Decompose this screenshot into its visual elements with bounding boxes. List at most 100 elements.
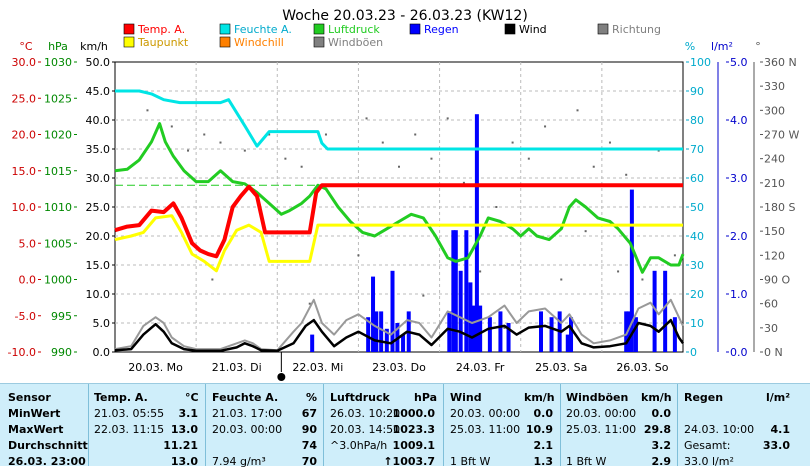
- direction-dot: [584, 230, 587, 233]
- header-sensor: Sensor: [8, 391, 51, 404]
- pressure-value: 1009.1: [392, 439, 435, 452]
- rain-bar: [565, 334, 570, 352]
- y-tick-direction: 0 N: [764, 346, 783, 359]
- weather-chart: Woche 20.03.23 - 26.03.23 (KW12) 20.03. M…: [8, 8, 799, 381]
- direction-dot: [657, 149, 660, 152]
- y-tick-temp: -5.0: [15, 310, 36, 323]
- rain-bar: [539, 311, 543, 352]
- y-tick-wind: 30.0: [86, 172, 111, 185]
- y-tick-rain: 0.0: [730, 346, 748, 359]
- y-tick-temp: 15.0: [12, 165, 37, 178]
- y-tick-temp: 5.0: [19, 237, 37, 250]
- y-tick-direction: 330: [764, 80, 785, 93]
- wind-time: 20.03. 00:00: [450, 407, 521, 420]
- rain-bar: [468, 282, 473, 352]
- y-tick-temp: 30.0: [12, 56, 37, 69]
- legend-swatch: [123, 23, 135, 35]
- now-marker: [277, 373, 286, 381]
- direction-dot: [446, 117, 449, 120]
- wind-value: 2.1: [533, 439, 554, 452]
- legend-swatch: [313, 23, 325, 35]
- direction-dot: [422, 294, 425, 297]
- rain-bar: [624, 311, 629, 352]
- wind-time: 25.03. 11:00: [450, 423, 521, 436]
- y-tick-direction: 300: [764, 104, 785, 117]
- rain-bar: [374, 311, 379, 352]
- rain-bar: [458, 270, 463, 352]
- y-tick-direction: 240: [764, 153, 785, 166]
- direction-dot: [625, 173, 628, 176]
- col-divider: [88, 384, 89, 466]
- rain-time: 33.0 l/m²: [684, 455, 734, 468]
- direction-dot: [219, 141, 222, 144]
- y-tick-rain: 2.0: [730, 230, 748, 243]
- legend-label: Regen: [424, 23, 459, 36]
- header-pressure-unit: hPa: [414, 391, 438, 404]
- direction-dot: [146, 109, 149, 112]
- direction-dot: [592, 165, 595, 168]
- row-label: MinWert: [8, 407, 61, 420]
- pressure-time: 26.03. 10:20: [330, 407, 401, 420]
- humidity-time: 7.94 g/m³: [212, 455, 266, 468]
- y-tick-rain: 1.0: [730, 288, 748, 301]
- y-tick-pressure: 1000: [44, 274, 72, 287]
- y-tick-pressure: 990: [51, 346, 72, 359]
- legend-label: Richtung: [612, 23, 661, 36]
- temp-value: 13.0: [170, 423, 198, 436]
- direction-dot: [503, 326, 506, 329]
- legend-label: Windchill: [234, 36, 284, 49]
- direction-dot: [187, 149, 190, 152]
- y-tick-humidity: 70: [690, 143, 704, 156]
- row-label: MaxWert: [8, 423, 64, 436]
- y-tick-direction: 90 O: [764, 274, 790, 287]
- y-tick-rain: 4.0: [730, 114, 748, 127]
- direction-dot: [462, 181, 465, 184]
- x-tick-label: 21.03. Di: [212, 361, 262, 374]
- rain-bar: [629, 189, 634, 352]
- y-tick-direction: 30: [764, 322, 778, 335]
- chart-title: Woche 20.03.23 - 26.03.23 (KW12): [282, 8, 528, 24]
- header-temp-unit: °C: [185, 391, 199, 404]
- x-tick-label: 26.03. So: [616, 361, 668, 374]
- rain-bar: [663, 270, 668, 352]
- rain-bar: [401, 334, 406, 352]
- y-tick-direction: 360 N: [764, 56, 797, 69]
- header-pressure: Luftdruck: [330, 391, 390, 404]
- y-tick-wind: 10.0: [86, 288, 111, 301]
- pressure-value: 1000.0: [392, 407, 435, 420]
- rain-bar: [366, 317, 371, 352]
- series-line-taupunkt: [114, 214, 683, 273]
- rain-bar: [652, 270, 657, 352]
- summary-table: Sensor Temp. A. °C Feuchte A. % Luftdruc…: [0, 383, 810, 468]
- y-tick-humidity: 30: [690, 259, 704, 272]
- wind-value: 10.9: [525, 423, 553, 436]
- rain-bar: [549, 317, 554, 352]
- gust-time: 1 Bft W: [566, 455, 607, 468]
- legend-label: Wind: [519, 23, 547, 36]
- summary-row: Durchschnitt 11.21 74 ^3.0hPa/h 1009.1 2.1 3.2…: [0, 438, 810, 454]
- gust-value: 3.2: [651, 439, 672, 452]
- axis-unit-temp: °C: [19, 40, 33, 53]
- direction-dot: [576, 109, 579, 112]
- wind-time: 1 Bft W: [450, 455, 491, 468]
- gust-time: 25.03. 11:00: [566, 423, 637, 436]
- pressure-time: ^3.0hPa/h: [330, 439, 388, 452]
- series-line-luftdruck: [114, 122, 685, 274]
- y-tick-temp: 25.0: [12, 92, 37, 105]
- legend-label: Windböen: [328, 36, 383, 49]
- y-tick-wind: 5.0: [93, 317, 111, 330]
- rain-bar: [451, 230, 456, 352]
- temp-value: 13.0: [170, 455, 198, 468]
- y-tick-wind: 35.0: [86, 143, 111, 156]
- y-tick-pressure: 1005: [44, 237, 72, 250]
- direction-dot: [608, 141, 611, 144]
- legend-label: Luftdruck: [328, 23, 380, 36]
- y-tick-wind: 40.0: [86, 114, 111, 127]
- temp-time: 22.03. 11:15: [94, 423, 165, 436]
- y-tick-direction: 210: [764, 177, 785, 190]
- temp-time: 21.03. 05:55: [94, 407, 165, 420]
- axis-unit-direction: °: [755, 40, 761, 53]
- y-tick-direction: 60: [764, 298, 778, 311]
- y-tick-direction: 270 W: [764, 129, 799, 142]
- humidity-value: 74: [301, 439, 317, 452]
